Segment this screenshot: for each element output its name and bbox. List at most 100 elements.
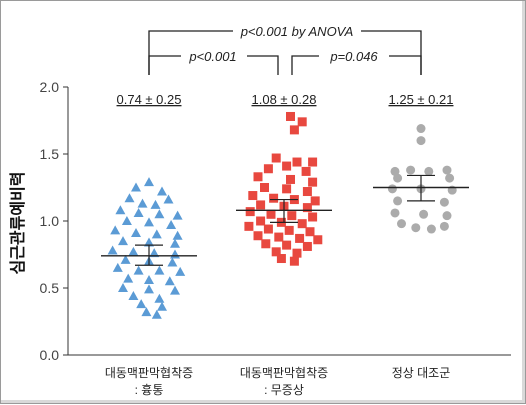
- data-point-triangle: [124, 193, 135, 203]
- y-tick-label: 1.0: [40, 213, 60, 229]
- data-point-triangle: [170, 238, 180, 248]
- data-point-triangle: [133, 265, 144, 275]
- pvalue-left: p<0.001: [188, 49, 236, 64]
- data-point-square: [302, 187, 312, 197]
- data-point-square: [295, 233, 305, 243]
- group-summary-label: 0.74 ± 0.25: [117, 92, 182, 107]
- annotation-bg: [233, 22, 361, 40]
- data-point-square: [286, 111, 295, 121]
- data-point-square: [253, 231, 263, 241]
- data-point-square: [302, 241, 312, 251]
- group-summary-label: 1.25 ± 0.21: [389, 92, 454, 107]
- data-point-square: [286, 174, 295, 184]
- data-point-triangle: [120, 254, 131, 264]
- data-point-triangle: [167, 257, 178, 267]
- data-point-triangle: [151, 309, 162, 319]
- axes: [63, 86, 511, 356]
- data-point-circle: [406, 165, 416, 175]
- data-point-triangle: [151, 229, 162, 239]
- data-point-triangle: [150, 199, 161, 209]
- data-point-square: [256, 216, 266, 226]
- data-point-triangle: [110, 225, 121, 235]
- data-point-square: [276, 254, 286, 264]
- data-point-circle: [393, 196, 403, 206]
- data-point-square: [308, 212, 318, 222]
- data-point-square: [256, 200, 266, 210]
- data-point-triangle: [172, 210, 183, 220]
- data-point-triangle: [163, 194, 174, 204]
- data-point-triangle: [115, 205, 126, 215]
- data-point-square: [308, 157, 318, 167]
- data-point-circle: [439, 197, 449, 207]
- group-summary-label: 1.08 ± 0.28: [252, 92, 317, 107]
- data-point-circle: [393, 173, 403, 183]
- data-point-triangle: [149, 248, 160, 258]
- data-point-square: [248, 191, 258, 201]
- data-point-square: [274, 232, 284, 242]
- significance-brackets: [148, 22, 422, 75]
- data-point-square: [261, 239, 271, 249]
- annotation-bg: [319, 48, 389, 64]
- data-point-circle: [397, 219, 406, 229]
- data-point-circle: [424, 166, 434, 176]
- data-point-triangle: [136, 299, 147, 309]
- data-point-triangle: [144, 177, 154, 187]
- data-point-square: [292, 157, 302, 167]
- data-point-square: [282, 161, 292, 171]
- data-point-square: [284, 225, 294, 235]
- data-point-square: [308, 177, 318, 187]
- data-point-triangle: [112, 262, 123, 272]
- data-point-square: [244, 221, 254, 231]
- data-point-square: [305, 227, 315, 237]
- data-point-square: [301, 166, 311, 176]
- x-category-label-line: 대동맥판막협착증: [105, 366, 193, 380]
- data-point-square: [271, 247, 281, 257]
- data-point-circle: [411, 223, 421, 233]
- data-point-square: [245, 207, 255, 217]
- x-category-label-line: : 무증상: [264, 383, 304, 397]
- data-point-triangle: [137, 198, 148, 208]
- data-point-triangle: [166, 220, 177, 230]
- x-category-label: 정상 대조군: [392, 366, 451, 380]
- data-point-square: [263, 164, 273, 174]
- data-point-square: [269, 193, 279, 203]
- data-points: [107, 111, 457, 319]
- data-point-square: [297, 219, 307, 229]
- data-point-square: [263, 224, 273, 234]
- annotation-bg: [181, 48, 247, 64]
- y-tick-label: 0.5: [40, 280, 60, 296]
- data-point-triangle: [170, 285, 180, 295]
- data-point-triangle: [154, 209, 165, 219]
- data-point-square: [310, 196, 320, 206]
- y-tick-label: 0.0: [40, 347, 60, 363]
- data-point-square: [297, 117, 307, 127]
- data-point-circle: [445, 173, 455, 183]
- data-point-square: [282, 240, 292, 250]
- x-category-label-line: : 흉통: [135, 383, 164, 397]
- data-point-square: [287, 211, 297, 221]
- data-point-circle: [419, 209, 429, 219]
- y-axis-label: 심근관류예비력: [8, 171, 27, 274]
- data-point-triangle: [133, 207, 144, 217]
- data-point-triangle: [144, 217, 154, 227]
- data-point-circle: [416, 136, 426, 146]
- data-point-triangle: [175, 266, 186, 276]
- data-point-triangle: [170, 249, 180, 259]
- data-point-triangle: [154, 293, 165, 303]
- data-point-triangle: [164, 276, 175, 286]
- data-point-square: [260, 183, 269, 192]
- data-point-triangle: [128, 246, 139, 256]
- data-point-triangle: [144, 274, 154, 284]
- data-point-triangle: [131, 182, 141, 192]
- pvalue-right: p=0.046: [329, 49, 378, 64]
- data-point-triangle: [144, 284, 154, 294]
- data-point-circle: [426, 224, 436, 234]
- data-point-square: [253, 172, 263, 182]
- data-point-triangle: [157, 186, 167, 196]
- data-point-square: [302, 203, 312, 213]
- x-category-label: 대동맥판막협착증 : 흉통: [105, 366, 193, 397]
- data-point-square: [282, 184, 292, 194]
- summary-lines: [101, 174, 469, 266]
- data-point-triangle: [154, 265, 165, 275]
